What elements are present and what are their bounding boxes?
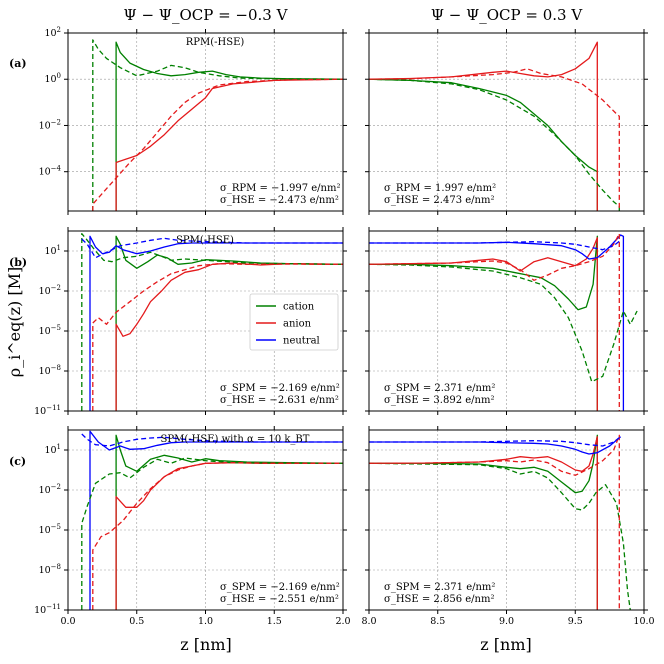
series-cation-line xyxy=(115,41,343,211)
sigma-annotation: σ_HSE = −2.473 e/nm² xyxy=(220,195,339,206)
series-neutral-hse-line xyxy=(81,237,343,259)
y-tick-label: 100 xyxy=(44,72,61,85)
y-tick-label: 10−5 xyxy=(39,324,61,337)
x-tick-label: 9.5 xyxy=(568,616,583,627)
x-tick-label: 1.5 xyxy=(267,616,282,627)
y-tick-label: 10−4 xyxy=(39,165,62,178)
series-cation-hse-line xyxy=(369,78,620,211)
series-neutral-hse-line xyxy=(81,433,343,447)
sigma-annotation: σ_RPM = 1.997 e/nm² xyxy=(384,183,496,194)
y-tick-label: 102 xyxy=(44,26,61,39)
sigma-annotation: σ_HSE = 3.892 e/nm² xyxy=(384,395,494,406)
series-anion-hse-line xyxy=(92,462,343,610)
series-cation-hse-line xyxy=(369,263,638,383)
row-label: (a) xyxy=(9,57,27,70)
series-anion-hse-line xyxy=(369,68,620,211)
column-title: Ψ − Ψ_OCP = −0.3 V xyxy=(124,6,289,24)
y-tick-label: 10−2 xyxy=(39,284,61,297)
y-tick-label: 10−8 xyxy=(39,364,61,377)
x-tick-label: 0.0 xyxy=(60,616,75,627)
x-tick-label: 10.0 xyxy=(633,616,654,627)
x-axis-label: z [nm] xyxy=(180,635,231,654)
series-cation-line xyxy=(369,434,598,610)
legend-label: neutral xyxy=(283,336,320,347)
y-tick-label: 101 xyxy=(44,244,61,257)
sigma-annotation: σ_RPM = −1.997 e/nm² xyxy=(220,183,340,194)
y-tick-label: 10−5 xyxy=(39,523,61,536)
y-tick-label: 101 xyxy=(44,443,61,456)
row-label: (b) xyxy=(9,256,27,269)
series-cation-line xyxy=(115,434,343,610)
sigma-annotation: σ_SPM = 2.371 e/nm² xyxy=(384,582,495,593)
legend-label: cation xyxy=(283,302,315,313)
x-tick-label: 8.5 xyxy=(430,616,445,627)
x-tick-label: 0.5 xyxy=(129,616,144,627)
panel-title: RPM(-HSE) xyxy=(186,37,245,48)
series-neutral-hse-line xyxy=(369,239,622,251)
sigma-annotation: σ_SPM = −2.169 e/nm² xyxy=(220,582,340,593)
x-tick-label: 1.0 xyxy=(198,616,213,627)
series-neutral-line xyxy=(369,436,622,455)
y-tick-label: 10−2 xyxy=(39,118,61,131)
legend-label: anion xyxy=(283,319,312,330)
legend-box xyxy=(249,293,339,351)
x-tick-label: 9.0 xyxy=(499,616,514,627)
sigma-annotation: σ_HSE = −2.631 e/nm² xyxy=(220,395,339,406)
y-tick-label: 10−11 xyxy=(34,404,61,417)
series-anion-hse-line xyxy=(92,263,343,411)
x-tick-label: 2.0 xyxy=(335,616,350,627)
series-anion-hse-line xyxy=(369,434,620,610)
series-anion-hse-line xyxy=(92,78,343,211)
row-label: (c) xyxy=(9,455,26,468)
series-cation-line xyxy=(369,235,598,411)
sigma-annotation: σ_SPM = −2.169 e/nm² xyxy=(220,383,340,394)
y-tick-label: 10−8 xyxy=(39,563,61,576)
series-cation-hse-line xyxy=(81,233,343,411)
y-tick-label: 10−2 xyxy=(39,483,61,496)
column-title: Ψ − Ψ_OCP = 0.3 V xyxy=(431,6,584,24)
series-cation-hse-line xyxy=(92,39,343,211)
y-axis-label: ρ_i^eq(z) [M] xyxy=(5,267,24,378)
panel-title: SPM(-HSE) with α = 10 k_BT xyxy=(161,434,310,445)
series-anion-line xyxy=(115,78,343,211)
sigma-annotation: σ_HSE = 2.856 e/nm² xyxy=(384,594,494,605)
series-neutral-line xyxy=(89,430,343,610)
x-tick-label: 8.0 xyxy=(361,616,376,627)
y-tick-label: 10−11 xyxy=(34,603,61,616)
panel-title: SPM(-HSE) xyxy=(176,235,234,246)
sigma-annotation: σ_SPM = 2.371 e/nm² xyxy=(384,383,495,394)
series-neutral-line xyxy=(89,235,343,411)
x-axis-label: z [nm] xyxy=(480,635,531,654)
sigma-annotation: σ_HSE = −2.551 e/nm² xyxy=(220,594,339,605)
sigma-annotation: σ_HSE = 2.473 e/nm² xyxy=(384,195,494,206)
series-cation-hse-line xyxy=(81,457,343,610)
series-cation-line xyxy=(369,78,598,211)
series-anion-hse-line xyxy=(369,233,620,411)
series-neutral-hse-line xyxy=(369,436,621,447)
